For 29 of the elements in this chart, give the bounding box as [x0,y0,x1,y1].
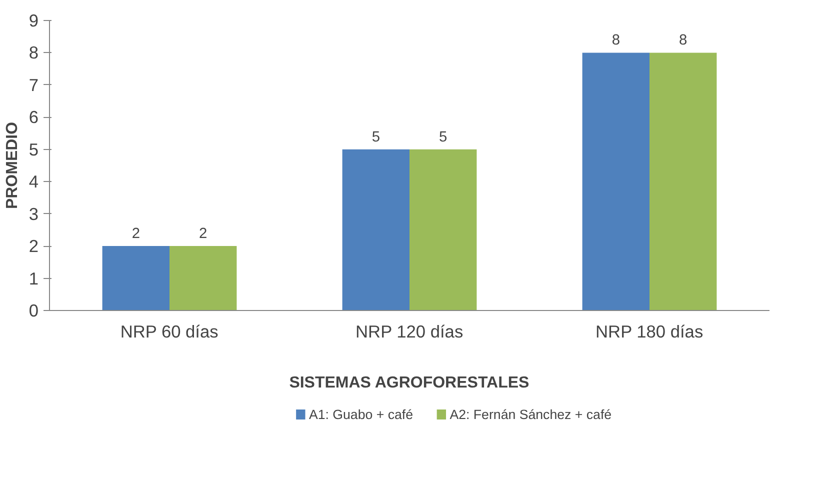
bar [170,246,237,310]
x-tick-label: NRP 180 días [596,322,704,342]
data-label: 5 [372,129,380,146]
y-tick-label: 5 [28,139,39,160]
data-label: 5 [439,129,448,146]
y-tick-label: 9 [28,10,39,30]
y-tick-label: 3 [28,204,39,224]
y-tick-label: 4 [28,172,39,192]
data-label: 2 [199,226,208,242]
y-tick-label: 6 [28,107,39,128]
y-tick-label: 2 [28,236,39,256]
y-tick-label: 1 [28,268,39,288]
y-tick-label: 0 [28,300,39,320]
y-axis-title: PROMEDIO [4,122,21,210]
x-axis-title: SISTEMAS AGROFORESTALES [289,374,530,392]
y-tick-label: 8 [28,42,39,63]
data-label: 8 [612,32,620,49]
bar [342,149,410,310]
bar [410,149,477,310]
x-tick-label: NRP 120 días [356,322,464,342]
bar [650,52,717,310]
bar [102,246,170,310]
bar [582,52,650,310]
data-label: 8 [679,32,688,49]
data-label: 2 [132,226,140,242]
x-tick-label: NRP 60 días [120,322,219,342]
legend-label: A1: Guabo + café [308,407,414,422]
legend-label: A2: Fernán Sánchez + café [450,407,612,422]
y-tick-label: 7 [28,74,39,95]
